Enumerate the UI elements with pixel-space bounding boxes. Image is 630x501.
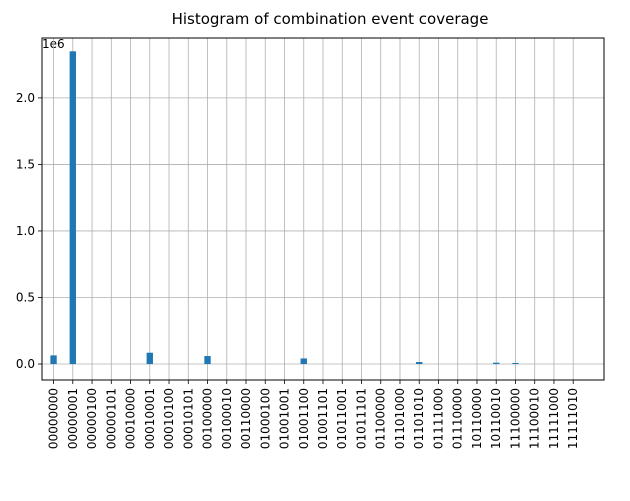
- x-tick-label: 01100000: [374, 388, 388, 449]
- axes: 00000000 00000001 00000100 00000101 00010000…: [16, 91, 580, 449]
- x-tick-label: 00000000: [47, 388, 61, 449]
- x-tick-label: 01011101: [354, 388, 368, 449]
- x-tick-label: 00100000: [201, 388, 215, 449]
- plot-frame: [41, 37, 605, 381]
- histogram-bar: [69, 51, 76, 365]
- y-tick-label: 1.0: [16, 224, 35, 238]
- x-tick-label: 01111000: [431, 388, 445, 449]
- x-tick-label: 01110000: [451, 388, 465, 449]
- y-tick-label: 2.0: [16, 91, 35, 105]
- x-tick-label: 01101010: [412, 388, 426, 449]
- bars: [50, 51, 519, 365]
- x-tick-label: 01101000: [393, 388, 407, 449]
- x-tick-label: 10110000: [470, 388, 484, 449]
- grid: [42, 38, 604, 380]
- y-tick-label: 0.0: [16, 357, 35, 371]
- histogram-bar: [416, 362, 423, 365]
- y-tick-label: 1.5: [16, 157, 35, 171]
- x-tick-label: 11111010: [566, 388, 580, 449]
- histogram-bar: [50, 355, 57, 365]
- x-tick-label: 00010000: [124, 388, 138, 449]
- x-tick-label: 00010001: [143, 388, 157, 449]
- histogram-bar: [493, 362, 500, 365]
- x-tick-label: 00000100: [85, 388, 99, 449]
- x-tick-label: 11100010: [528, 388, 542, 449]
- x-tick-label: 00000001: [66, 388, 80, 449]
- x-tick-label: 01011001: [335, 388, 349, 449]
- histogram-bar: [300, 358, 307, 365]
- x-tick-label: 10110010: [489, 388, 503, 449]
- histogram-bar: [512, 362, 519, 365]
- histogram-bar: [204, 356, 211, 365]
- x-tick-label: 01001101: [316, 388, 330, 449]
- x-tick-label: 00110000: [239, 388, 253, 449]
- x-tick-label: 01000100: [258, 388, 272, 449]
- histogram-bar: [146, 352, 153, 365]
- x-tick-label: 01001100: [297, 388, 311, 449]
- x-tick-label: 11111000: [547, 388, 561, 449]
- x-tick-label: 00010101: [181, 388, 195, 449]
- chart-title: Histogram of combination event coverage: [172, 10, 489, 28]
- x-tick-label: 11100000: [508, 388, 522, 449]
- y-tick-label: 0.5: [16, 290, 35, 304]
- x-tick-label: 00100010: [220, 388, 234, 449]
- x-tick-label: 00000101: [104, 388, 118, 449]
- x-tick-label: 00010100: [162, 388, 176, 449]
- x-tick-label: 01001001: [278, 388, 292, 449]
